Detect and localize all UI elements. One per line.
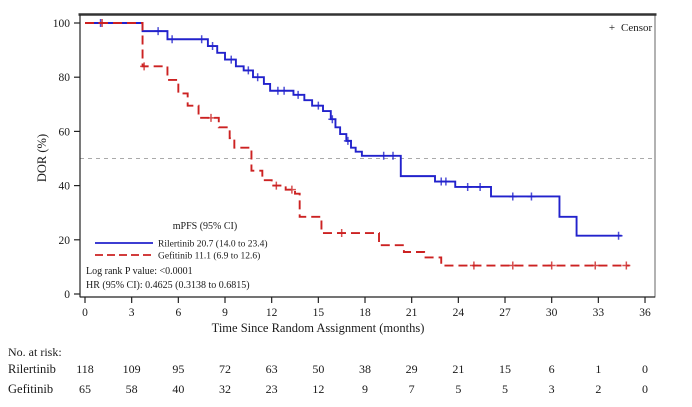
x-tick-label: 18: [359, 307, 371, 319]
risk-value-gefitinib-m27: 5: [502, 382, 508, 396]
risk-value-rilertinib-m18: 38: [359, 362, 371, 376]
risk-value-gefitinib-m0: 65: [79, 382, 91, 396]
risk-row-name-gefitinib: Gefitinib: [8, 382, 53, 396]
censor-mark-rilertinib: [294, 90, 303, 99]
censor-mark-gefitinib: [469, 261, 478, 270]
hazard-ratio: HR (95% CI): 0.4625 (0.3138 to 0.6815): [86, 280, 250, 291]
logrank-pvalue: Log rank P value: <0.0001: [86, 266, 193, 277]
censor-mark-rilertinib: [280, 86, 289, 95]
x-tick-label: 30: [546, 307, 558, 319]
risk-value-gefitinib-m12: 23: [266, 382, 278, 396]
x-tick-label: 27: [499, 307, 511, 319]
censor-mark-rilertinib: [476, 182, 485, 191]
legend-entry-gefitinib: Gefitinib 11.1 (6.9 to 12.6): [158, 251, 260, 262]
y-tick-label: 100: [53, 18, 71, 30]
x-tick-label: 12: [266, 307, 278, 319]
censor-mark-gefitinib: [591, 261, 600, 270]
x-tick-label: 3: [129, 307, 135, 319]
y-tick-label: 0: [64, 289, 70, 301]
risk-value-rilertinib-m12: 63: [266, 362, 278, 376]
censor-mark-rilertinib: [379, 151, 388, 160]
risk-value-gefitinib-m3: 58: [126, 382, 138, 396]
x-tick-label: 33: [593, 307, 605, 319]
censor-mark-rilertinib: [441, 177, 450, 186]
risk-value-gefitinib-m21: 7: [409, 382, 415, 396]
risk-value-rilertinib-m36: 0: [642, 362, 648, 376]
censor-mark-gefitinib: [508, 261, 517, 270]
risk-value-gefitinib-m6: 40: [172, 382, 184, 396]
risk-value-rilertinib-m9: 72: [219, 362, 231, 376]
legend-entry-rilertinib: Rilertinib 20.7 (14.0 to 23.4): [158, 239, 268, 250]
censor-legend-label: Censor: [621, 22, 653, 34]
risk-value-gefitinib-m33: 2: [595, 382, 601, 396]
censor-mark-gefitinib: [272, 181, 281, 190]
x-tick-label: 24: [453, 307, 465, 319]
censor-mark-gefitinib: [140, 62, 149, 71]
risk-value-gefitinib-m9: 32: [219, 382, 231, 396]
risk-row-name-rilertinib: Rilertinib: [8, 362, 56, 376]
censor-mark-rilertinib: [527, 192, 536, 201]
risk-value-rilertinib-m15: 50: [312, 362, 324, 376]
risk-value-gefitinib-m18: 9: [362, 382, 368, 396]
risk-value-gefitinib-m30: 3: [549, 382, 555, 396]
risk-value-gefitinib-m36: 0: [642, 382, 648, 396]
risk-value-gefitinib-m15: 12: [312, 382, 324, 396]
x-tick-label: 0: [82, 307, 88, 319]
censor-mark-gefitinib: [547, 261, 556, 270]
x-tick-label: 21: [406, 307, 418, 319]
risk-value-rilertinib-m33: 1: [595, 362, 601, 376]
censor-mark-gefitinib: [287, 185, 296, 194]
censor-mark-rilertinib: [244, 66, 253, 75]
x-tick-label: 36: [639, 307, 651, 319]
y-axis-title: DOR (%): [35, 134, 49, 182]
censor-mark-rilertinib: [463, 182, 472, 191]
censor-mark-rilertinib: [314, 101, 323, 110]
x-axis-title: Time Since Random Assignment (months): [212, 321, 425, 335]
y-tick-label: 80: [59, 72, 71, 84]
censor-mark-gefitinib: [622, 261, 631, 270]
risk-table-title: No. at risk:: [8, 345, 62, 359]
risk-value-rilertinib-m21: 29: [406, 362, 418, 376]
censor-mark-rilertinib: [208, 42, 217, 51]
km-curve-rilertinib: [85, 22, 622, 237]
censor-mark-rilertinib: [197, 35, 206, 44]
km-curve-gefitinib: [85, 22, 630, 267]
y-tick-label: 40: [59, 181, 71, 193]
risk-value-gefitinib-m24: 5: [455, 382, 461, 396]
x-tick-label: 9: [222, 307, 228, 319]
censor-mark-rilertinib: [508, 192, 517, 201]
censor-mark-rilertinib: [343, 136, 352, 145]
risk-value-rilertinib-m27: 15: [499, 362, 511, 376]
censor-mark-rilertinib: [614, 231, 623, 240]
legend-header: mPFS (95% CI): [173, 221, 237, 232]
censor-mark-gefitinib: [337, 229, 346, 238]
y-tick-label: 60: [59, 126, 71, 138]
censor-mark-rilertinib: [154, 27, 163, 36]
censor-mark-rilertinib: [389, 151, 398, 160]
risk-value-rilertinib-m30: 6: [549, 362, 555, 376]
censor-mark-rilertinib: [168, 35, 177, 44]
risk-value-rilertinib-m24: 21: [452, 362, 464, 376]
x-tick-label: 6: [175, 307, 181, 319]
y-tick-label: 20: [59, 235, 71, 247]
risk-value-rilertinib-m0: 118: [76, 362, 94, 376]
censor-mark-rilertinib: [227, 55, 236, 64]
censor-mark-rilertinib: [253, 73, 262, 82]
censor-mark-gefitinib: [98, 19, 107, 27]
x-tick-label: 15: [313, 307, 325, 319]
censor-marker-icon: +: [609, 22, 615, 34]
risk-value-rilertinib-m3: 109: [123, 362, 141, 376]
risk-value-rilertinib-m6: 95: [172, 362, 184, 376]
censor-mark-gefitinib: [207, 113, 216, 122]
censor-mark-rilertinib: [328, 115, 337, 124]
